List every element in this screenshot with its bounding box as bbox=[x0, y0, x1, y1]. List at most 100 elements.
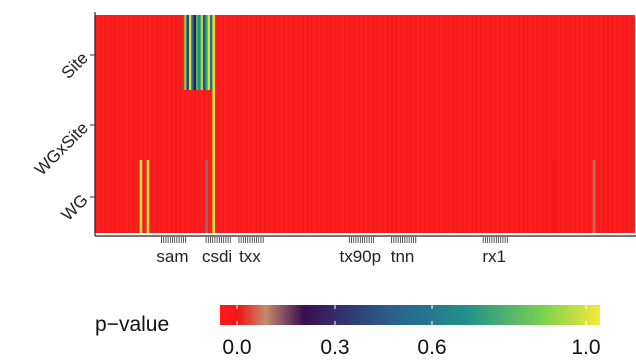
heatmap-column-shade bbox=[390, 15, 394, 233]
heatmap-column-shade bbox=[409, 15, 412, 233]
heatmap-column-shade bbox=[306, 15, 309, 233]
heatmap-column-shade bbox=[423, 15, 427, 233]
heatmap-column-shade bbox=[249, 15, 253, 233]
legend-tick-label: 1.0 bbox=[571, 336, 600, 359]
heatmap-column-shade bbox=[113, 15, 117, 233]
heatmap-column-shade bbox=[109, 15, 112, 233]
heatmap-column-shade bbox=[489, 15, 492, 233]
heatmap-column-shade bbox=[376, 15, 380, 233]
heatmap-column-shade bbox=[550, 15, 553, 233]
heatmap-column-shade bbox=[146, 15, 149, 233]
heatmap-column-shade bbox=[296, 15, 300, 233]
heatmap-column-shade bbox=[95, 15, 98, 233]
heatmap-column-shade bbox=[170, 15, 173, 233]
heatmap-column-shade bbox=[573, 15, 577, 233]
heatmap-column-shade bbox=[451, 15, 455, 233]
heatmap-column-shade bbox=[141, 15, 145, 233]
heatmap-column-shade bbox=[442, 15, 445, 233]
heatmap-column-shade bbox=[611, 15, 614, 233]
heatmap-column-shade bbox=[278, 15, 281, 233]
heatmap-cell bbox=[592, 160, 596, 233]
heatmap-column-shade bbox=[386, 15, 389, 233]
heatmap-column-shade bbox=[512, 15, 516, 233]
heatmap-column-shade bbox=[325, 15, 328, 233]
heatmap-cell bbox=[212, 160, 216, 233]
legend-tick-label: 0.0 bbox=[222, 336, 251, 359]
heatmap-cell bbox=[188, 15, 192, 90]
heatmap-column-shade bbox=[616, 15, 619, 233]
heatmap-column-shade bbox=[165, 15, 168, 233]
y-tick-label: Site bbox=[58, 48, 92, 82]
heatmap-cells bbox=[95, 15, 633, 233]
heatmap-column-shade bbox=[357, 15, 361, 233]
heatmap-cell bbox=[186, 15, 190, 90]
heatmap-cell bbox=[146, 160, 150, 233]
heatmap-cell bbox=[195, 15, 199, 90]
heatmap-column-shade bbox=[503, 15, 506, 233]
heatmap-column-shade bbox=[329, 15, 333, 233]
heatmap-column-shade bbox=[559, 15, 563, 233]
heatmap-column-shade bbox=[104, 15, 107, 233]
heatmap-column-shade bbox=[273, 15, 276, 233]
heatmap-column-shade bbox=[174, 15, 178, 233]
heatmap-column-shade bbox=[461, 15, 464, 233]
heatmap-column-shade bbox=[381, 15, 384, 233]
heatmap-column-shade bbox=[188, 15, 192, 233]
heatmap-column-shade bbox=[372, 15, 375, 233]
heatmap-column-shade bbox=[240, 15, 243, 233]
heatmap-cell bbox=[207, 15, 211, 90]
heatmap-cell bbox=[191, 15, 194, 90]
legend-tick-label: 0.3 bbox=[320, 336, 349, 359]
legend-title: p−value bbox=[95, 313, 169, 336]
heatmap-cell bbox=[212, 15, 216, 90]
x-tick-label: tnn bbox=[391, 247, 415, 266]
heatmap-column-shade bbox=[419, 15, 422, 233]
heatmap-column-shade bbox=[301, 15, 304, 233]
heatmap-column-shade bbox=[414, 15, 417, 233]
heatmap-column-shade bbox=[606, 15, 610, 233]
heatmap-panel bbox=[94, 12, 636, 237]
heatmap-column-shade bbox=[484, 15, 488, 233]
heatmap-column-shade bbox=[343, 15, 347, 233]
heatmap-column-shade bbox=[221, 15, 225, 233]
legend-tick-label: 0.6 bbox=[417, 336, 446, 359]
heatmap-column-shade bbox=[320, 15, 323, 233]
heatmap-cell bbox=[203, 15, 206, 90]
heatmap-column-shade bbox=[203, 15, 206, 233]
heatmap-column-shade bbox=[541, 15, 544, 233]
heatmap-cell bbox=[193, 15, 197, 90]
heatmap-cell bbox=[210, 15, 213, 90]
heatmap-column-shade bbox=[334, 15, 337, 233]
heatmap-column-shade bbox=[151, 15, 154, 233]
heatmap-column-shade bbox=[311, 15, 314, 233]
heatmap-cell bbox=[552, 160, 556, 233]
heatmap-column-shade bbox=[193, 15, 196, 233]
heatmap-column-shade bbox=[475, 15, 478, 233]
heatmap-cell bbox=[205, 15, 208, 90]
heatmap-cell bbox=[205, 160, 208, 233]
x-tick-label: csdi bbox=[202, 247, 232, 266]
heatmap-column-shade bbox=[348, 15, 351, 233]
y-tick-label: WGxSite bbox=[31, 118, 92, 179]
heatmap-column-shade bbox=[400, 15, 403, 233]
heatmap-column-shade bbox=[184, 15, 187, 233]
heatmap-column-shade bbox=[353, 15, 356, 233]
heatmap-column-shade bbox=[339, 15, 342, 233]
heatmap-cell bbox=[200, 15, 204, 90]
heatmap-column-shade bbox=[517, 15, 520, 233]
x-tick-label: txx bbox=[239, 247, 261, 266]
heatmap-column-shade bbox=[179, 15, 182, 233]
heatmap-column-shade bbox=[207, 15, 211, 233]
heatmap-column-shade bbox=[465, 15, 469, 233]
heatmap-column-shade bbox=[428, 15, 431, 233]
legend-ticks: 0.0 0.3 0.6 1.0 bbox=[222, 305, 601, 359]
heatmap-column-shade bbox=[132, 15, 135, 233]
heatmap-column-shade bbox=[127, 15, 131, 233]
heatmap-column-shade bbox=[226, 15, 229, 233]
heatmap-column-shade bbox=[287, 15, 290, 233]
heatmap-column-shade bbox=[99, 15, 103, 233]
heatmap-column-shade bbox=[630, 15, 633, 233]
heatmap-column-shade bbox=[292, 15, 295, 233]
heatmap-column-shade bbox=[536, 15, 539, 233]
